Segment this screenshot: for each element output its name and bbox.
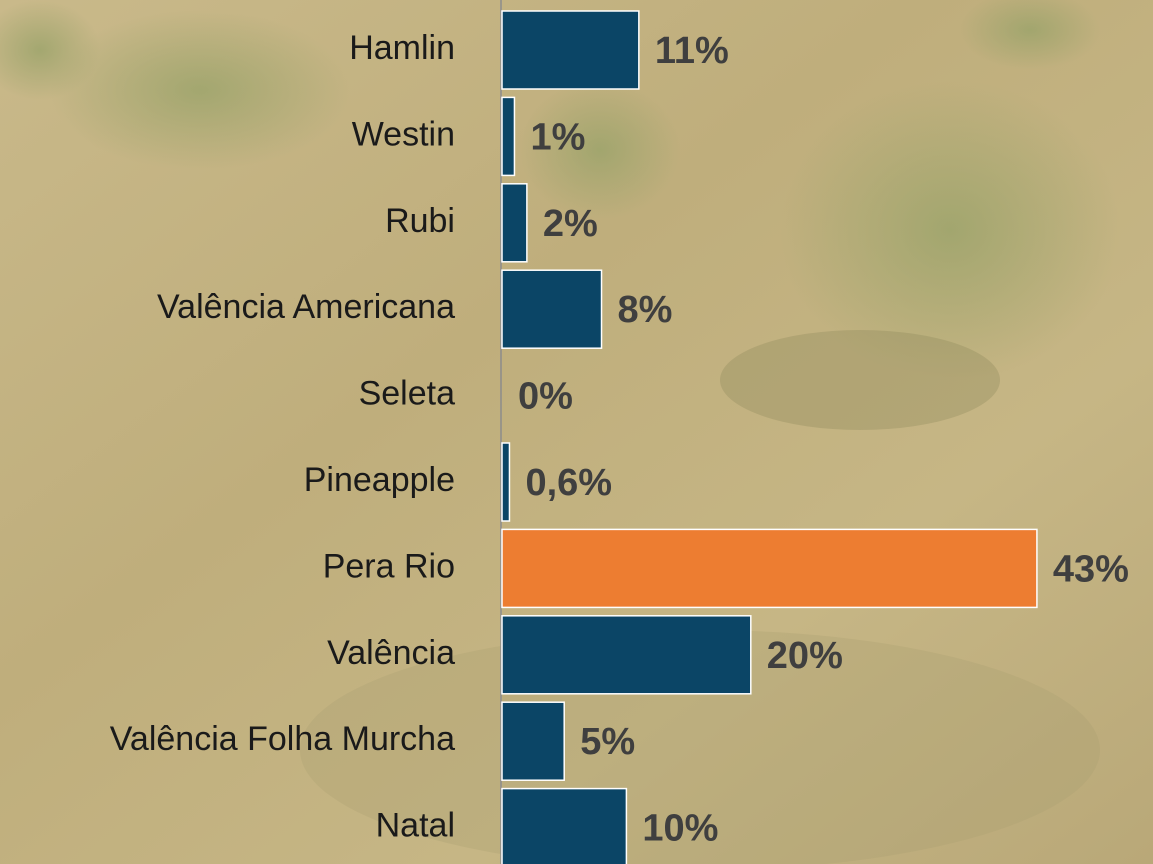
bar [502, 270, 602, 348]
category-label: Hamlin [349, 29, 455, 67]
bar [502, 97, 514, 175]
category-label: Valência Americana [157, 288, 455, 326]
value-label: 2% [543, 203, 598, 245]
bar [502, 702, 564, 780]
value-label: 8% [618, 289, 673, 331]
category-label: Westin [352, 115, 455, 153]
value-label: 11% [655, 30, 729, 72]
bar [502, 789, 626, 864]
category-label: Rubi [385, 202, 455, 240]
value-label: 1% [530, 116, 585, 158]
category-label: Valência [327, 634, 455, 672]
value-label: 20% [767, 635, 843, 677]
category-label: Seleta [359, 375, 455, 413]
category-label: Pineapple [304, 461, 455, 499]
chart: Hamlin 11% Westin 1% Rubi 2% Valência American… [0, 0, 1153, 864]
page: {"chart_data": {"type": "bar", "orientat… [0, 0, 1153, 864]
value-label: 0% [518, 376, 573, 418]
value-label: 5% [580, 721, 635, 763]
category-label: Valência Folha Murcha [110, 720, 455, 758]
bar [502, 529, 1037, 607]
bar [502, 11, 639, 89]
category-label: Pera Rio [323, 547, 455, 585]
value-label: 0,6% [525, 462, 612, 504]
bar [502, 184, 527, 262]
bar [502, 443, 509, 521]
bar [502, 616, 751, 694]
value-label: 43% [1053, 548, 1129, 590]
value-label: 10% [642, 808, 718, 850]
category-label: Natal [376, 807, 455, 845]
